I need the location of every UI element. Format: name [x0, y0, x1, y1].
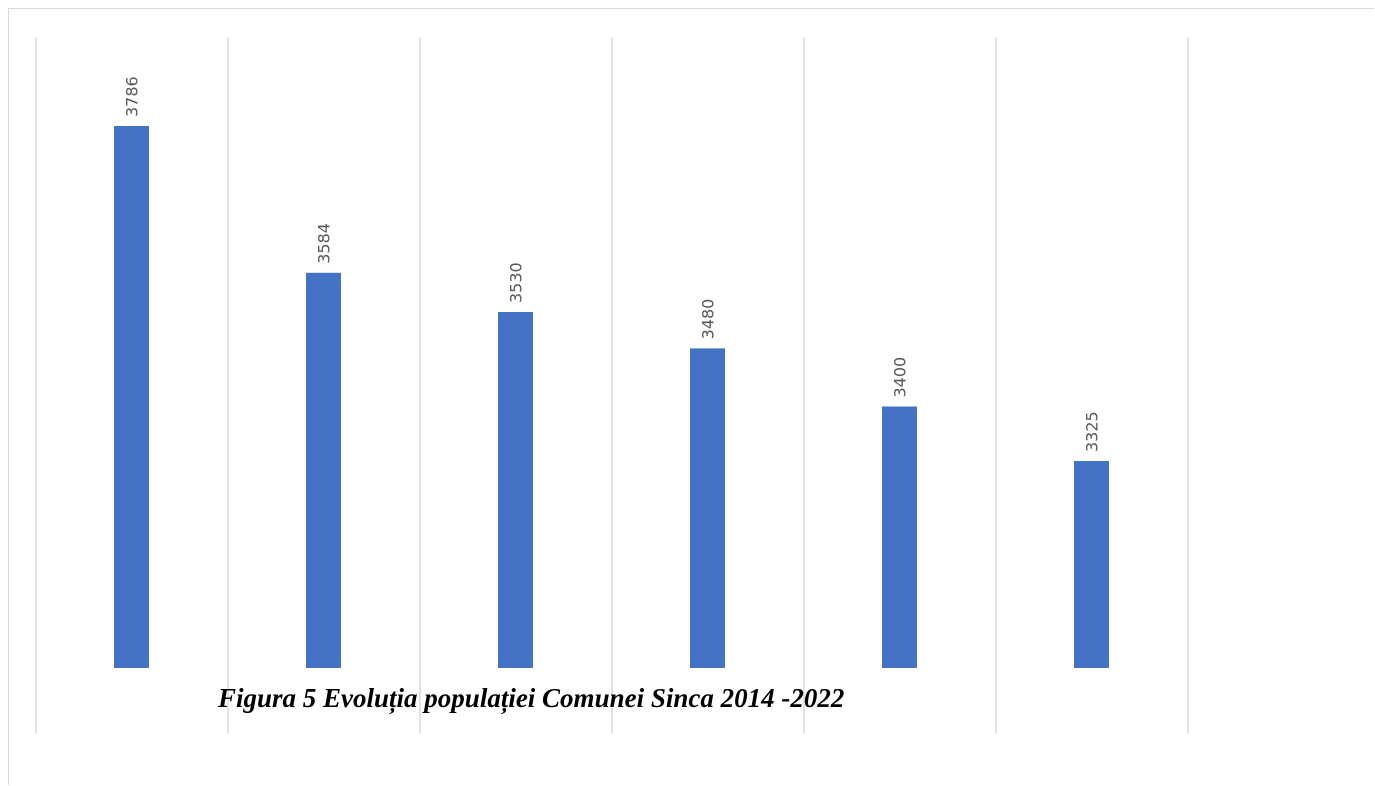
data-labels: 3786 3584 3530 3480 3400 3325	[123, 76, 1102, 452]
gridlines	[35, 38, 1189, 733]
figure-caption: Figura 5 Evoluția populației Comunei Sin…	[218, 683, 845, 713]
data-label: 3480	[699, 299, 718, 340]
bar	[114, 126, 149, 668]
bar	[690, 348, 725, 668]
data-label: 3530	[507, 262, 526, 303]
chart-frame	[8, 8, 1374, 785]
bar	[1074, 461, 1109, 668]
bar	[882, 406, 917, 668]
bar	[498, 312, 533, 668]
data-label: 3400	[891, 357, 910, 398]
data-label: 3584	[315, 223, 334, 264]
bars	[114, 126, 1109, 668]
bar	[306, 272, 341, 668]
data-label: 3786	[123, 76, 142, 117]
data-label: 3325	[1083, 411, 1102, 452]
